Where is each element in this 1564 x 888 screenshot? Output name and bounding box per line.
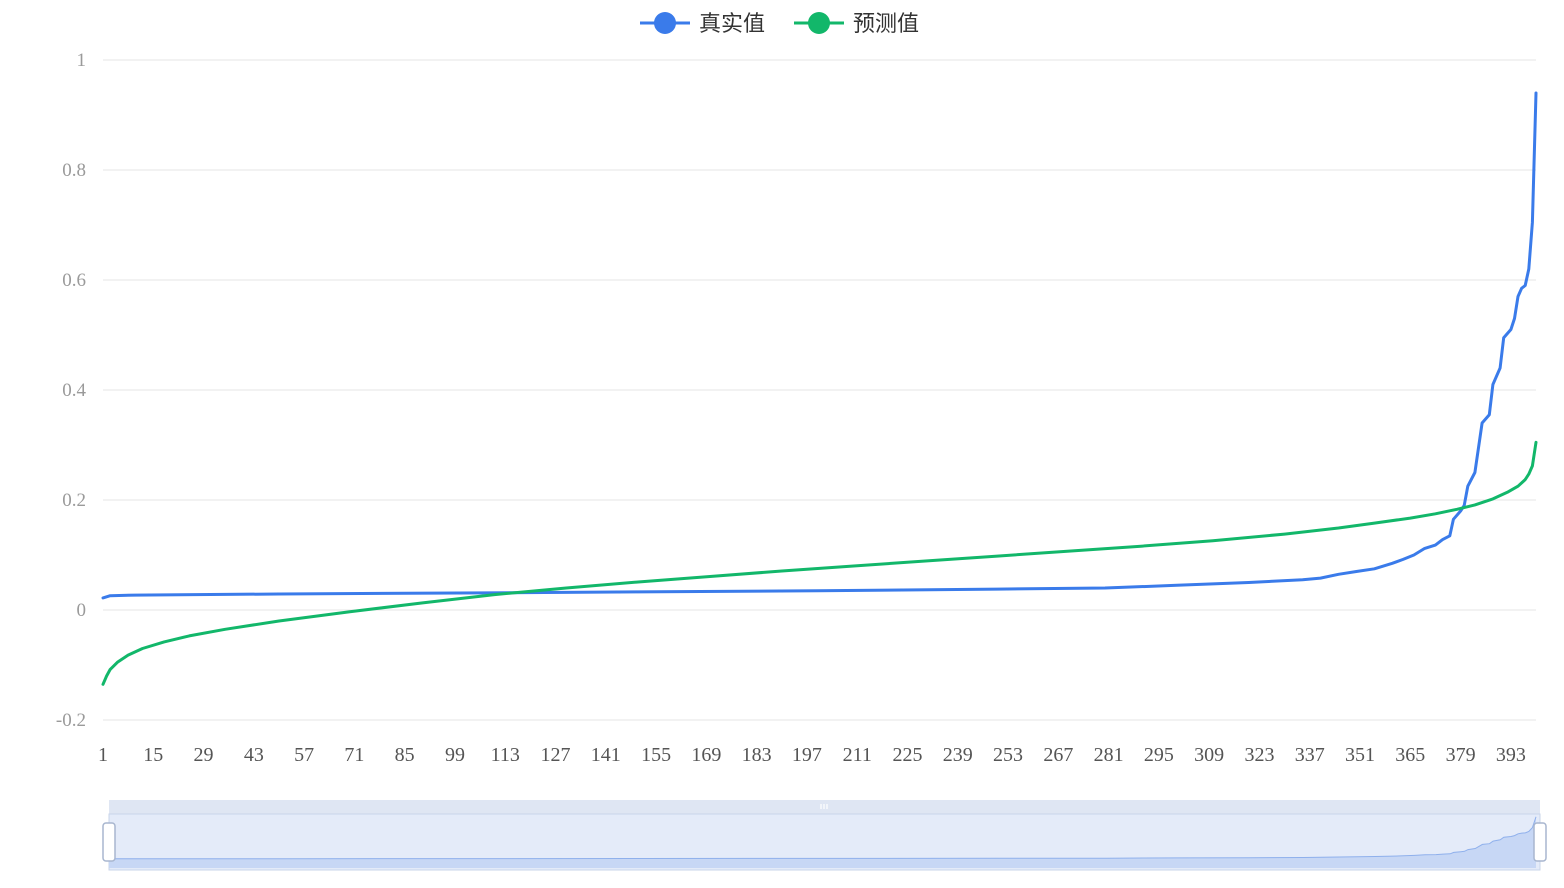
- x-tick-label: 141: [591, 744, 621, 766]
- x-tick-label: 43: [244, 744, 264, 766]
- legend-label: 预测值: [853, 12, 919, 37]
- drag-grip-icon[interactable]: [820, 804, 828, 809]
- x-tick-label: 113: [491, 744, 520, 766]
- y-tick-label: 0.4: [62, 380, 86, 401]
- x-tick-label: 337: [1295, 744, 1325, 766]
- x-tick-label: 309: [1194, 744, 1224, 766]
- x-tick-label: 225: [892, 744, 922, 766]
- y-tick-label: -0.2: [56, 710, 86, 731]
- zoom-preview-line: [108, 816, 1537, 860]
- zoom-preview-area: [109, 816, 1536, 868]
- y-tick-label: 0.6: [62, 270, 86, 291]
- x-tick-label: 183: [742, 744, 772, 766]
- y-tick-label: 0.2: [62, 490, 86, 511]
- y-tick-label: 1: [77, 50, 87, 71]
- x-tick-label: 1: [98, 744, 108, 766]
- x-tick-label: 127: [541, 744, 571, 766]
- legend-marker-icon: [808, 12, 830, 34]
- x-tick-label: 365: [1395, 744, 1425, 766]
- x-tick-label: 57: [294, 744, 314, 766]
- zoom-handle-right[interactable]: [1533, 822, 1547, 862]
- series-line-predicted: [101, 440, 1538, 686]
- data-zoom-slider[interactable]: [102, 800, 1547, 871]
- x-tick-label: 197: [792, 744, 822, 766]
- plot-area: [101, 91, 1538, 686]
- y-tick-label: 0: [77, 600, 87, 621]
- legend-item-actual[interactable]: 真实值: [640, 12, 765, 37]
- zoom-handle-left[interactable]: [102, 822, 116, 862]
- x-tick-label: 323: [1244, 744, 1274, 766]
- x-tick-label: 295: [1144, 744, 1174, 766]
- x-tick-label: 253: [993, 744, 1023, 766]
- x-tick-label: 281: [1094, 744, 1124, 766]
- x-tick-label: 267: [1043, 744, 1073, 766]
- series-line-actual: [101, 91, 1538, 600]
- x-tick-label: 29: [194, 744, 214, 766]
- x-tick-label: 239: [943, 744, 973, 766]
- y-tick-label: 0.8: [62, 160, 86, 181]
- x-tick-label: 393: [1496, 744, 1526, 766]
- x-tick-label: 379: [1446, 744, 1476, 766]
- y-axis: -0.2 0 0.2 0.4 0.6 0.8 1: [56, 50, 87, 731]
- x-tick-label: 351: [1345, 744, 1375, 766]
- legend-marker-icon: [654, 12, 676, 34]
- x-tick-label: 211: [843, 744, 872, 766]
- legend-item-predicted[interactable]: 预测值: [794, 12, 919, 37]
- grid-lines: [103, 59, 1536, 721]
- x-tick-label: 99: [445, 744, 465, 766]
- x-tick-label: 15: [143, 744, 163, 766]
- x-axis: 1 15 29 43 57 71 85 99 113 127 141 155 169 183 197 211 2…: [98, 719, 1536, 766]
- x-tick-label: 155: [641, 744, 671, 766]
- legend[interactable]: 真实值 预测值: [640, 12, 919, 37]
- x-tick-label: 85: [395, 744, 415, 766]
- x-tick-label: 169: [691, 744, 721, 766]
- legend-label: 真实值: [699, 12, 765, 37]
- x-tick-label: 71: [344, 744, 364, 766]
